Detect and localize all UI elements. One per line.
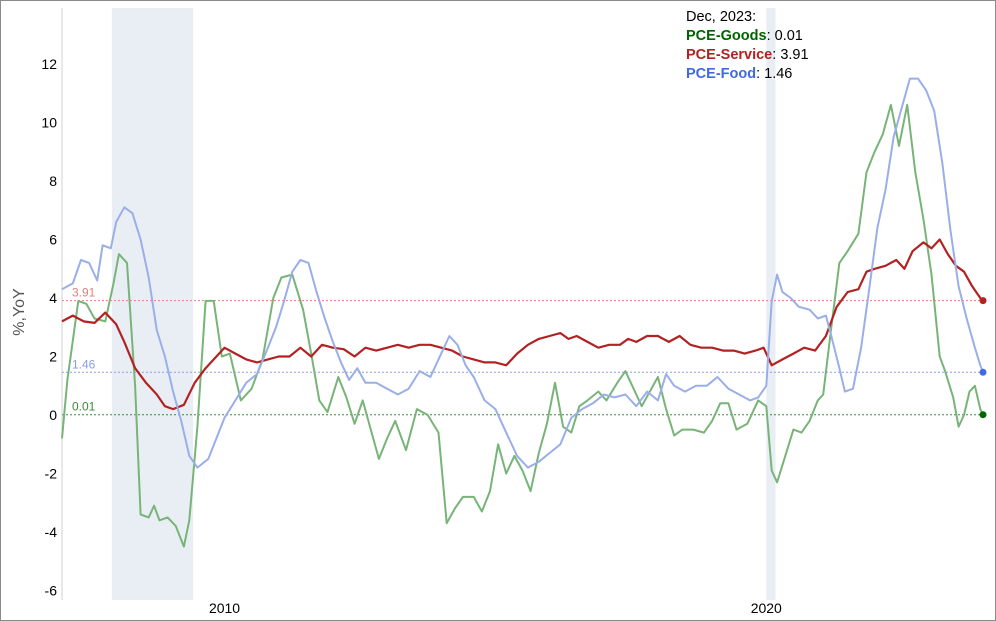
legend-service-name: PCE-Service [686, 47, 773, 63]
y-tick-label: -6 [45, 583, 58, 599]
legend-goods-name: PCE-Goods [686, 28, 767, 44]
reference-line-label: 0.01 [72, 400, 96, 414]
y-tick-label: -4 [45, 524, 58, 540]
x-tick-label: 2020 [751, 600, 782, 616]
legend-entry-food: PCE-Food: 1.46 [686, 66, 793, 82]
end-points [979, 297, 987, 419]
y-tick-label: 8 [49, 173, 57, 189]
series-end-point [979, 297, 987, 305]
y-axis-label: %,YoY [11, 288, 28, 336]
y-axis-ticks: -6 -4 -2 0 2 4 6 8 10 12 [41, 56, 57, 599]
series-line-pce-service [61, 238, 984, 411]
series-end-point [979, 411, 987, 419]
legend-entry-goods: PCE-Goods: 0.01 [686, 28, 803, 44]
reference-line-label: 3.91 [72, 286, 96, 300]
reference-lines: 3.91 1.46 0.01 [62, 286, 983, 416]
series-line-pce-goods [61, 103, 984, 548]
reference-line-label: 1.46 [72, 357, 96, 371]
recession-bands [111, 8, 776, 600]
y-tick-label: 12 [41, 56, 57, 72]
y-tick-label: 10 [41, 115, 57, 131]
x-axis-ticks: 2010 2020 [209, 600, 782, 616]
y-tick-label: 6 [49, 232, 57, 248]
legend-date: Dec, 2023: [686, 9, 757, 25]
legend-goods-value: 0.01 [774, 28, 803, 44]
y-tick-label: 0 [49, 407, 57, 423]
legend-service-value: 3.91 [780, 47, 809, 63]
y-tick-label: 2 [49, 349, 57, 365]
series-lines [61, 77, 984, 548]
legend-entry-service: PCE-Service: 3.91 [686, 47, 809, 63]
series-line-pce-food [61, 77, 984, 469]
x-tick-label: 2010 [209, 600, 240, 616]
legend-food-value: 1.46 [764, 66, 793, 82]
series-end-point [979, 368, 987, 376]
legend-food-name: PCE-Food [686, 66, 757, 82]
legend: Dec, 2023: PCE-Goods: 0.01 PCE-Service: … [686, 8, 809, 84]
y-tick-label: -2 [45, 466, 58, 482]
y-tick-label: 4 [49, 290, 57, 306]
